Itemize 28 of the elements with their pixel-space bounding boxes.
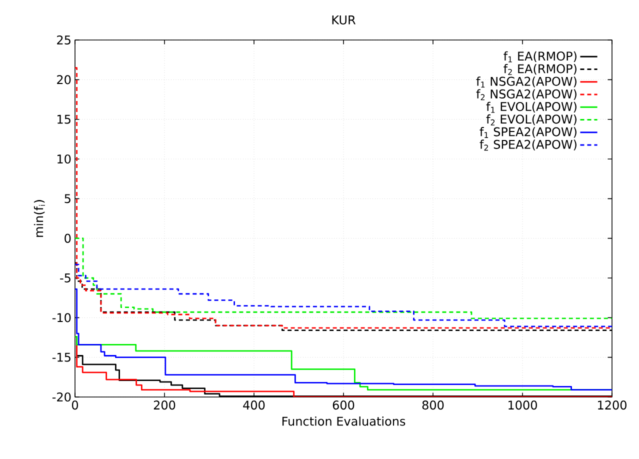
y-axis-title: min(f$_{i}$) xyxy=(34,200,46,237)
y-tick-label: 15 xyxy=(58,114,70,124)
legend-label: f$_{1}$ EA(RMOP) xyxy=(504,51,576,62)
chart-title: KUR xyxy=(332,16,356,24)
y-tick-label: -20 xyxy=(52,392,71,402)
y-tick-label: 5 xyxy=(64,194,70,204)
legend-label: f$_{2}$ SPEA2(APOW) xyxy=(480,140,576,151)
y-tick-label: 10 xyxy=(58,154,71,164)
x-tick-label: 200 xyxy=(154,400,176,410)
legend-label: f$_{2}$ NSGA2(APOW) xyxy=(476,89,576,100)
x-tick-label: 0 xyxy=(72,400,78,410)
legend-label: f$_{2}$ EVOL(APOW) xyxy=(486,114,576,126)
legend-label: f$_{1}$ NSGA2(APOW) xyxy=(476,76,576,88)
legend-label: f$_{1}$ EVOL(APOW) xyxy=(486,102,576,113)
x-axis-title: Function Evaluations xyxy=(282,416,406,426)
legend-label: f$_{1}$ SPEA2(APOW) xyxy=(480,127,576,138)
y-tick-label: 0 xyxy=(64,234,71,243)
x-tick-label: 1200 xyxy=(598,400,626,410)
y-tick-label: 20 xyxy=(57,75,71,84)
legend-label: f$_{2}$ EA(RMOP) xyxy=(504,64,576,75)
y-tick-label: -10 xyxy=(52,313,71,322)
x-tick-label: 400 xyxy=(243,400,265,410)
y-tick-label: -5 xyxy=(60,274,70,282)
x-tick-label: 800 xyxy=(422,400,444,410)
y-tick-label: 25 xyxy=(57,35,70,45)
x-tick-label: 600 xyxy=(332,400,354,410)
y-tick-label: -15 xyxy=(52,352,70,362)
x-tick-label: 1000 xyxy=(508,400,537,410)
